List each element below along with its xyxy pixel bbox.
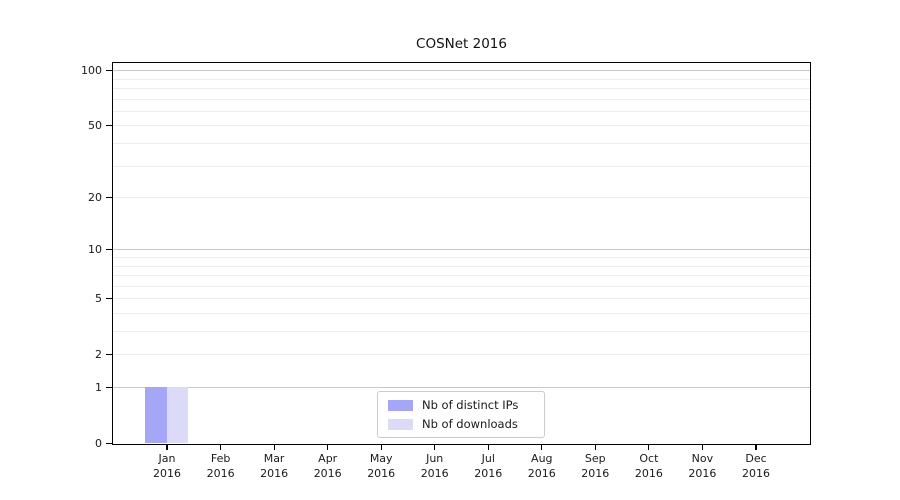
legend-item-downloads: Nb of downloads xyxy=(388,417,536,431)
y-axis-tick-label: 2 xyxy=(95,347,102,361)
major-gridline xyxy=(113,70,810,72)
minor-gridline xyxy=(113,78,810,80)
legend-label-distinct-ips: Nb of distinct IPs xyxy=(422,398,519,412)
y-axis-tick xyxy=(105,298,112,300)
minor-gridline xyxy=(113,275,810,276)
minor-gridline xyxy=(113,298,810,300)
minor-gridline xyxy=(113,165,810,167)
x-axis-tick xyxy=(220,445,222,450)
bar-distinct-ips xyxy=(145,387,167,443)
x-axis-tick-label: Feb 2016 xyxy=(206,452,235,480)
x-axis-tick-label: Jun 2016 xyxy=(420,452,449,480)
y-axis-tick-label: 100 xyxy=(81,63,102,77)
x-axis-tick xyxy=(380,445,382,450)
y-axis-tick xyxy=(105,70,112,72)
x-axis-tick xyxy=(755,445,757,450)
x-axis-tick-label: Nov 2016 xyxy=(688,452,717,480)
x-axis-tick-label: Oct 2016 xyxy=(634,452,663,480)
minor-gridline xyxy=(113,354,810,356)
x-axis-tick-label: Jul 2016 xyxy=(474,452,503,480)
y-axis-tick xyxy=(105,249,112,251)
x-axis-tick-label: Aug 2016 xyxy=(527,452,556,480)
minor-gridline xyxy=(113,143,810,144)
y-axis-tick xyxy=(105,442,112,445)
legend-swatch-distinct-ips xyxy=(388,399,413,411)
chart-title: COSNet 2016 xyxy=(416,36,507,52)
minor-gridline xyxy=(113,110,810,112)
x-axis-tick-label: Apr 2016 xyxy=(313,452,342,480)
y-axis-tick-label: 0 xyxy=(95,436,102,450)
y-axis-tick-label: 10 xyxy=(88,242,102,256)
x-axis-tick xyxy=(327,445,329,450)
x-axis-tick-label: Mar 2016 xyxy=(260,452,289,480)
x-axis-tick-label: May 2016 xyxy=(367,452,396,480)
minor-gridline xyxy=(113,285,810,287)
minor-gridline xyxy=(113,265,810,267)
x-axis-tick-label: Jan 2016 xyxy=(153,452,181,480)
minor-gridline xyxy=(113,197,810,199)
y-axis-tick-label: 1 xyxy=(95,380,102,394)
x-axis-tick xyxy=(273,445,275,450)
x-axis-tick xyxy=(166,445,168,450)
legend-item-distinct-ips: Nb of distinct IPs xyxy=(388,398,536,412)
y-axis-tick-label: 5 xyxy=(95,291,102,305)
minor-gridline xyxy=(113,313,810,314)
y-axis-tick-label: 50 xyxy=(88,118,102,132)
minor-gridline xyxy=(113,125,810,127)
x-axis-tick-label: Sep 2016 xyxy=(581,452,610,480)
major-gridline xyxy=(113,387,810,388)
x-axis-tick xyxy=(701,445,703,450)
bar-downloads xyxy=(166,387,188,443)
x-axis-tick xyxy=(487,445,489,450)
major-gridline xyxy=(113,249,810,251)
minor-gridline xyxy=(113,331,810,332)
legend: Nb of distinct IPs Nb of downloads xyxy=(377,391,545,438)
x-axis-tick xyxy=(541,445,543,450)
y-axis-tick xyxy=(105,197,112,199)
x-axis-tick-label: Dec 2016 xyxy=(742,452,770,480)
y-axis-tick xyxy=(105,125,112,127)
legend-label-downloads: Nb of downloads xyxy=(422,417,518,431)
minor-gridline xyxy=(113,98,810,100)
y-axis-tick-label: 20 xyxy=(88,190,102,204)
x-axis-tick xyxy=(594,445,596,450)
x-axis-tick xyxy=(434,445,436,450)
x-axis-tick xyxy=(648,445,650,450)
minor-gridline xyxy=(113,257,810,258)
y-axis-tick xyxy=(105,354,112,356)
legend-swatch-downloads xyxy=(388,418,413,430)
plot-area: Nb of distinct IPs Nb of downloads xyxy=(112,62,811,445)
minor-gridline xyxy=(113,88,810,89)
y-axis-tick xyxy=(105,386,112,389)
